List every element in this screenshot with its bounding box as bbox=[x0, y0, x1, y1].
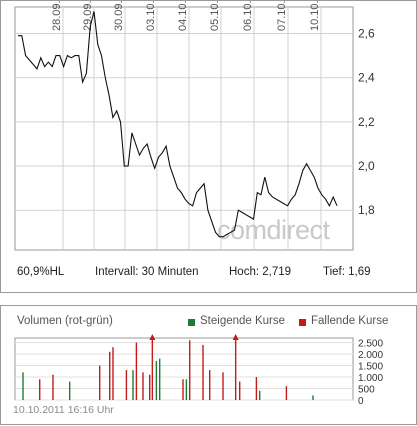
interval-label: Intervall: 30 Minuten bbox=[95, 266, 199, 278]
volume-y-tick-label: 500 bbox=[358, 385, 375, 396]
volume-bar-falling bbox=[189, 340, 191, 400]
volume-bar-falling bbox=[255, 377, 258, 400]
volume-bar-falling bbox=[125, 370, 128, 400]
volume-y-tick-label: 1.500 bbox=[358, 362, 383, 373]
y-tick-label: 2,2 bbox=[358, 115, 375, 129]
y-tick-label: 2,6 bbox=[358, 27, 375, 41]
volume-bar-falling bbox=[149, 374, 151, 400]
volume-bar-falling bbox=[142, 372, 144, 400]
x-tick-label: 30.09. bbox=[113, 0, 125, 31]
volume-bar-rising bbox=[259, 390, 261, 400]
legend-rising-swatch bbox=[188, 319, 195, 326]
high-label: Hoch: 2,719 bbox=[229, 266, 292, 278]
legend-falling-swatch bbox=[299, 319, 306, 326]
volume-overflow-arrow bbox=[149, 334, 156, 340]
x-tick-label: 28.09. bbox=[51, 0, 63, 31]
x-tick-label: 03.10. bbox=[145, 0, 157, 31]
volume-plot-frame bbox=[14, 337, 354, 401]
volume-bar-falling bbox=[285, 386, 288, 400]
timestamp-label: 10.10.2011 16:16 Uhr bbox=[13, 404, 114, 416]
hl-percent-label: 60,9%HL bbox=[17, 266, 65, 278]
volume-bar-rising bbox=[155, 361, 158, 400]
volume-bar-falling bbox=[39, 379, 41, 400]
volume-bar-rising bbox=[22, 372, 24, 400]
price-series-line bbox=[18, 11, 338, 238]
volume-bar-rising bbox=[132, 370, 134, 400]
volume-bar-falling bbox=[52, 374, 54, 400]
volume-chart-panel: Volumen (rot-grün) Steigende Kurse Falle… bbox=[0, 305, 417, 425]
x-tick-label: 10.10. bbox=[309, 0, 321, 31]
volume-bar-rising bbox=[159, 358, 161, 400]
legend-falling-label: Fallende Kurse bbox=[311, 315, 389, 327]
volume-bar-falling bbox=[112, 347, 114, 400]
volume-y-tick-label: 0 bbox=[358, 396, 364, 407]
volume-overflow-arrow bbox=[232, 334, 239, 340]
volume-bar-falling bbox=[239, 381, 241, 400]
price-chart-panel: 2,6 2,4 2,2 2,0 1,8 28.09. 29.09. 30.09. 03.10. 0… bbox=[0, 0, 417, 293]
low-label: Tief: 1,69 bbox=[323, 266, 371, 278]
volume-bar-rising bbox=[312, 395, 314, 400]
volume-bar-falling bbox=[222, 372, 224, 400]
x-tick-label: 04.10. bbox=[177, 0, 189, 31]
volume-bar-rising bbox=[185, 379, 188, 400]
volume-bar-falling bbox=[182, 379, 184, 400]
x-tick-label: 05.10. bbox=[209, 0, 221, 31]
volume-bar-falling bbox=[209, 370, 211, 400]
x-tick-label: 07.10. bbox=[276, 0, 288, 31]
y-tick-label: 2,4 bbox=[358, 71, 375, 85]
price-chart: 2,6 2,4 2,2 2,0 1,8 28.09. 29.09. 30.09. 03.10. 0… bbox=[14, 0, 375, 251]
volume-title: Volumen (rot-grün) bbox=[17, 315, 113, 327]
y-tick-label: 2,0 bbox=[358, 159, 375, 173]
x-tick-label: 29.09. bbox=[82, 0, 94, 31]
volume-bar-falling bbox=[99, 365, 101, 400]
plot-frame bbox=[14, 6, 354, 251]
legend-rising-label: Steigende Kurse bbox=[200, 315, 286, 327]
volume-bar-falling bbox=[202, 344, 204, 400]
volume-y-tick-label: 1.000 bbox=[358, 373, 383, 384]
x-tick-label: 06.10. bbox=[242, 0, 254, 31]
volume-y-tick-label: 2.000 bbox=[358, 350, 383, 361]
volume-bar-rising bbox=[69, 381, 71, 400]
volume-bar-falling bbox=[109, 351, 111, 400]
volume-y-tick-label: 2.500 bbox=[358, 339, 383, 350]
y-tick-label: 1,8 bbox=[358, 203, 375, 217]
volume-bar-falling bbox=[135, 342, 138, 400]
